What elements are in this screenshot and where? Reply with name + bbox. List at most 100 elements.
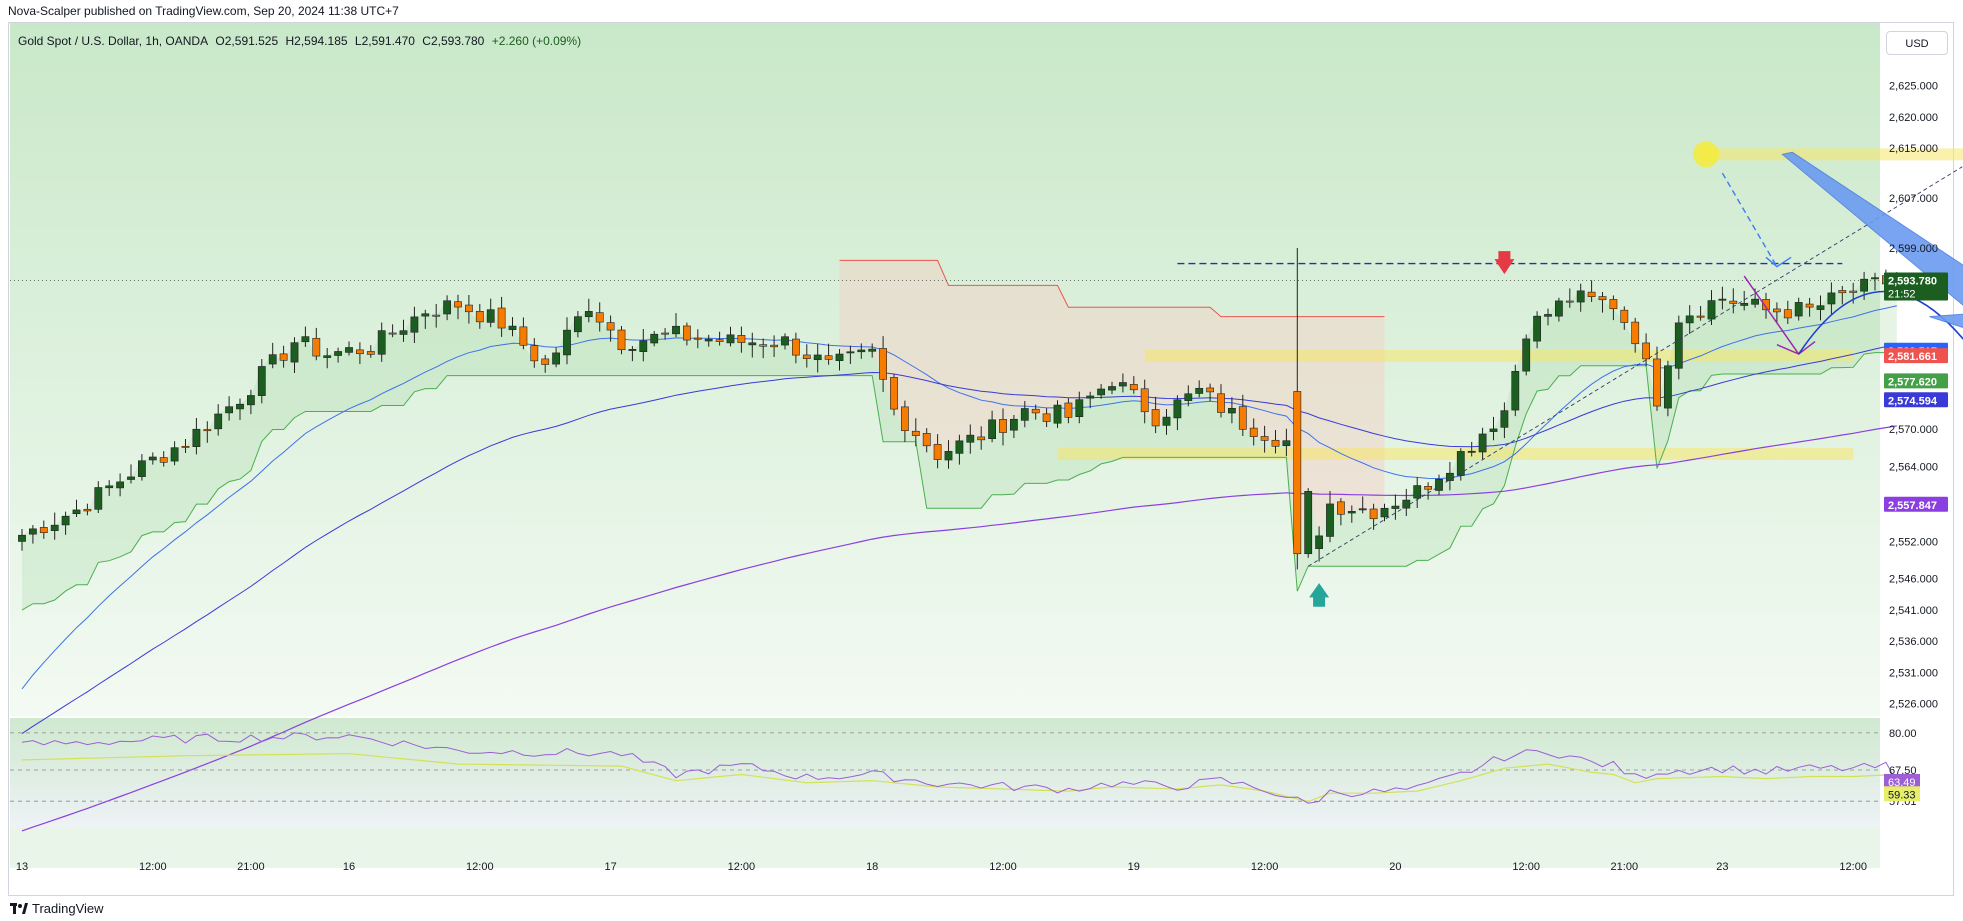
legend-open: O2,591.525 [215,34,279,48]
candle [835,353,844,362]
x-tick-label: 12:00 [466,861,494,873]
x-tick-label: 12:00 [728,861,756,873]
candle [573,316,582,333]
candle [791,338,800,356]
candle [399,330,408,335]
x-tick-label: 21:00 [237,861,265,873]
candle [988,419,996,440]
candle [1751,298,1759,305]
legend-close: C2,593.780 [422,34,485,48]
x-tick-label: 20 [1389,861,1401,873]
candle [726,334,735,344]
target-circle-top [1693,141,1720,168]
candle [584,311,593,318]
projection-arrow-line [1743,275,1800,355]
candle [563,329,571,356]
candle [214,413,223,430]
rsi-value-tag [1884,773,1920,789]
projection-curve [1798,290,1963,355]
candle [1304,491,1313,555]
candle [1696,315,1705,318]
candle [1271,439,1280,447]
rsi-tick-label: 80.00 [1889,728,1917,740]
ema-fast-line [21,305,1897,690]
y-tick-label: 2,552.000 [1889,536,1938,548]
price-tag: 2,574.594 [1884,392,1948,408]
buy-signal-icon [1309,583,1330,607]
candle [911,430,920,436]
candle [1478,433,1487,453]
candle [966,434,975,443]
candle [1456,451,1465,476]
candle [72,509,81,515]
candle [661,332,669,335]
candle [28,528,37,535]
candle [1620,309,1629,323]
candle [1587,291,1596,297]
legend-symbol: Gold Spot / U.S. Dollar, 1h, OANDA [18,34,209,48]
candle [1151,409,1160,427]
candle [704,338,713,342]
candle [1337,501,1345,515]
candle [868,348,877,352]
candle [1565,300,1574,303]
price-tag-label: 2,574.594 [1888,395,1938,407]
candle [693,337,702,340]
candle [432,314,441,317]
y-tick-label: 2,541.000 [1889,605,1938,617]
candle [1849,290,1858,293]
candle [1173,399,1182,419]
candle [334,351,342,356]
x-tick-label: 23 [1716,861,1728,873]
resistance-line [839,259,1385,318]
trailing-stop-line [21,352,1897,611]
candle [770,344,778,348]
chart-frame[interactable] [8,22,1954,896]
currency-button[interactable]: USD [1886,31,1948,55]
candle [1282,440,1291,447]
candle [1129,384,1138,391]
candle [105,485,114,489]
candle [846,351,855,354]
y-tick-label: 2,615.000 [1889,143,1938,155]
candle [170,447,179,462]
candle [388,332,397,335]
x-tick-label: 21:00 [1611,861,1639,873]
candle [1315,535,1323,549]
candle [552,352,560,365]
axis-background [10,828,1880,868]
candle [879,348,887,380]
candle [639,340,648,352]
candle [497,307,506,329]
tradingview-brand[interactable]: TradingView [10,896,104,921]
candle [606,322,615,331]
x-tick-label: 19 [1128,861,1140,873]
y-tick-label: 2,625.000 [1889,81,1938,93]
candle [464,304,473,313]
rsi-signal-line [21,753,1897,803]
candle [290,342,299,363]
candle [377,330,386,355]
candle [737,335,746,343]
candle [1206,387,1214,393]
price-tag-label: 2,581.661 [1888,351,1937,363]
candle [486,309,495,323]
candle [922,433,931,447]
candle [345,347,353,353]
candle [257,366,266,396]
tradingview-logo-icon [10,902,28,914]
price-tag: 2,581.661 [1884,348,1948,364]
candle [650,333,659,344]
dashed-projection-arrow [1721,172,1778,268]
candle [1358,508,1367,511]
candle [18,534,26,542]
rsi-background [10,718,1880,828]
x-tick-label: 12:00 [1839,861,1867,873]
legend-low: L2,591.470 [354,34,415,48]
candle [1740,303,1749,306]
price-tag-label: 2,577.620 [1888,376,1937,388]
candle [1424,486,1432,490]
x-tick-label: 16 [343,861,355,873]
